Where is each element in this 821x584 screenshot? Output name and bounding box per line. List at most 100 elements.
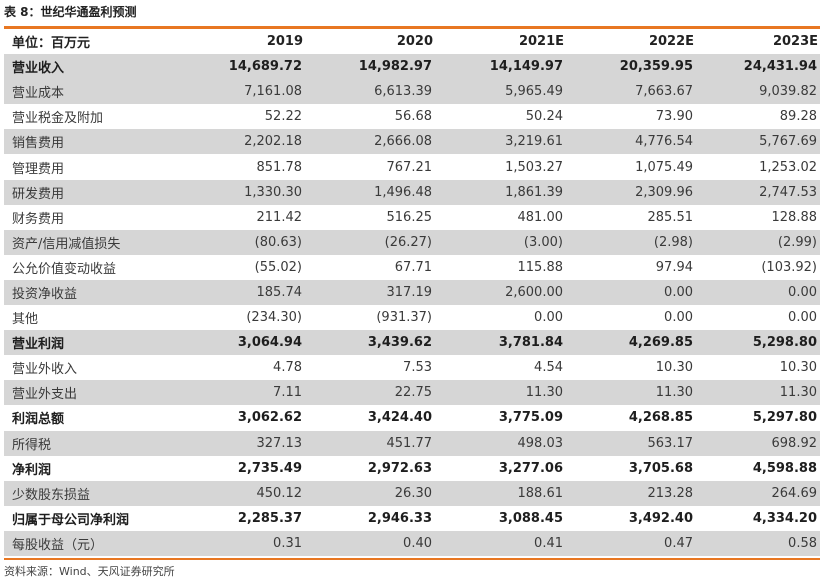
table-row: 所得税 327.13 451.77 498.03 563.17 698.92: [4, 430, 820, 456]
row-label: 营业收入: [4, 54, 180, 80]
value-cell: 3,439.62: [305, 330, 435, 356]
value-cell: 0.41: [435, 530, 566, 556]
value-cell: 56.68: [394, 109, 432, 125]
value-cell: 5,297.80: [752, 410, 817, 426]
value-cell: 450.12: [180, 480, 305, 506]
value-cell: 3,424.40: [367, 410, 432, 426]
value-cell: 2,285.37: [237, 510, 302, 526]
row-label: 少数股东损益: [4, 480, 180, 506]
value-cell: 5,965.49: [435, 79, 566, 105]
table-row: 研发费用 1,330.30 1,496.48 1,861.39 2,309.96 2,74…: [4, 179, 820, 205]
row-label: 利润总额: [12, 412, 65, 428]
value-cell: 0.00: [788, 310, 817, 326]
year-header: 2020: [396, 34, 433, 50]
value-cell: 3,492.40: [628, 510, 693, 526]
value-cell: 14,982.97: [305, 54, 435, 80]
row-label: 管理费用: [12, 161, 65, 177]
header-row: 单位：百万元 2019 2020 2021E 2022E 2023E: [4, 29, 820, 54]
value-cell: 11.30: [696, 380, 820, 406]
year-header: 2019: [266, 34, 303, 50]
table-row: 其他 (234.30) (931.37) 0.00 0.00 0.00: [4, 305, 820, 330]
row-label: 公允价值变动收益: [12, 261, 117, 277]
row-label: 研发费用: [4, 179, 180, 205]
value-cell: 3,062.62: [237, 410, 302, 426]
value-cell: 213.28: [566, 480, 696, 506]
value-cell: 3,781.84: [435, 330, 566, 356]
value-cell: 211.42: [256, 209, 303, 225]
value-cell: 2,309.96: [566, 179, 696, 205]
row-label: 财务费用: [12, 211, 65, 227]
value-cell: 11.30: [566, 380, 696, 406]
value-cell: 1,253.02: [759, 159, 817, 175]
value-cell: 0.47: [566, 530, 696, 556]
value-cell: 26.30: [305, 480, 435, 506]
year-header: 2022E: [648, 34, 694, 50]
value-cell: 50.24: [525, 109, 563, 125]
row-label: 销售费用: [4, 129, 180, 155]
value-cell: 52.22: [264, 109, 302, 125]
value-cell: 0.00: [664, 310, 693, 326]
header-rule: [4, 26, 820, 29]
bottom-rule: [4, 558, 820, 560]
value-cell: 7,663.67: [566, 79, 696, 105]
row-label: 归属于母公司净利润: [12, 512, 130, 528]
value-cell: (80.63): [180, 229, 305, 255]
value-cell: 7.53: [403, 360, 432, 376]
value-cell: 10.30: [655, 360, 693, 376]
value-cell: 3,775.09: [498, 410, 563, 426]
value-cell: 698.92: [696, 430, 820, 456]
value-cell: (26.27): [305, 229, 435, 255]
value-cell: 2,202.18: [180, 129, 305, 155]
row-label: 营业利润: [4, 330, 180, 356]
table-row: 销售费用 2,202.18 2,666.08 3,219.61 4,776.54 5,76…: [4, 129, 820, 155]
value-cell: 67.71: [394, 259, 432, 275]
value-cell: 89.28: [779, 109, 817, 125]
value-cell: 327.13: [180, 430, 305, 456]
value-cell: (2.99): [696, 229, 820, 255]
row-label: 所得税: [4, 430, 180, 456]
value-cell: 563.17: [566, 430, 696, 456]
value-cell: 451.77: [305, 430, 435, 456]
value-cell: 4,334.20: [752, 510, 817, 526]
value-cell: 11.30: [435, 380, 566, 406]
value-cell: (931.37): [376, 310, 432, 326]
value-cell: 3,277.06: [498, 460, 563, 476]
table-row: 每股收益（元） 0.31 0.40 0.41 0.47 0.58: [4, 530, 820, 556]
value-cell: 7,161.08: [180, 79, 305, 105]
table-row: 投资净收益 185.74 317.19 2,600.00 0.00 0.00: [4, 279, 820, 306]
value-cell: 9,039.82: [696, 79, 820, 105]
value-cell: 2,946.33: [367, 510, 432, 526]
value-cell: 0.00: [696, 279, 820, 306]
value-cell: 5,298.80: [696, 330, 820, 356]
value-cell: 14,689.72: [180, 54, 305, 80]
table-row: 公允价值变动收益 (55.02) 67.71 115.88 97.94 (103.92): [4, 255, 820, 280]
value-cell: 1,503.27: [505, 159, 563, 175]
table-caption: 表 8：世纪华通盈利预测: [4, 5, 137, 19]
value-cell: 0.58: [696, 530, 820, 556]
earnings-forecast-table: 单位：百万元 2019 2020 2021E 2022E 2023E 营业收入 1…: [4, 29, 820, 556]
value-cell: (55.02): [254, 259, 302, 275]
value-cell: (2.98): [566, 229, 696, 255]
value-cell: 97.94: [655, 259, 693, 275]
value-cell: 3,705.68: [628, 460, 693, 476]
value-cell: 3,219.61: [435, 129, 566, 155]
table-row: 利润总额 3,062.62 3,424.40 3,775.09 4,268.85 5,29…: [4, 405, 820, 430]
value-cell: (234.30): [246, 310, 302, 326]
value-cell: 5,767.69: [696, 129, 820, 155]
table-row: 资产/信用减值损失 (80.63) (26.27) (3.00) (2.98) (2.99…: [4, 229, 820, 255]
value-cell: 317.19: [305, 279, 435, 306]
value-cell: 767.21: [386, 159, 433, 175]
value-cell: 188.61: [435, 480, 566, 506]
table-row: 营业税金及附加 52.22 56.68 50.24 73.90 89.28: [4, 104, 820, 129]
value-cell: 185.74: [180, 279, 305, 306]
value-cell: 498.03: [435, 430, 566, 456]
value-cell: 3,064.94: [180, 330, 305, 356]
value-cell: 0.00: [534, 310, 563, 326]
value-cell: 4.54: [534, 360, 563, 376]
row-label: 营业成本: [4, 79, 180, 105]
value-cell: 14,149.97: [435, 54, 566, 80]
source-note: 资料来源：Wind、天风证券研究所: [4, 565, 175, 578]
value-cell: 6,613.39: [305, 79, 435, 105]
value-cell: 2,735.49: [237, 460, 302, 476]
table-row: 管理费用 851.78 767.21 1,503.27 1,075.49 1,253.02: [4, 154, 820, 179]
